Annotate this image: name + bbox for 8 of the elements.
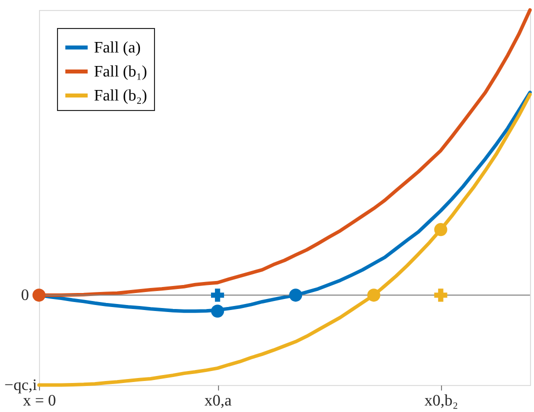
text: −qc,i (4, 377, 38, 394)
x-tick-label: x0,b₂ (424, 392, 458, 410)
legend-label: Fall (a) (94, 40, 141, 56)
x-tick-label: x = 0 (22, 392, 56, 410)
ref-line-label: 0 (21, 287, 29, 304)
legend-label: Fall (b₁) (94, 64, 148, 80)
legend-label: Fall (b₂) (94, 88, 148, 104)
x-tick-label: x0,a (204, 392, 232, 410)
